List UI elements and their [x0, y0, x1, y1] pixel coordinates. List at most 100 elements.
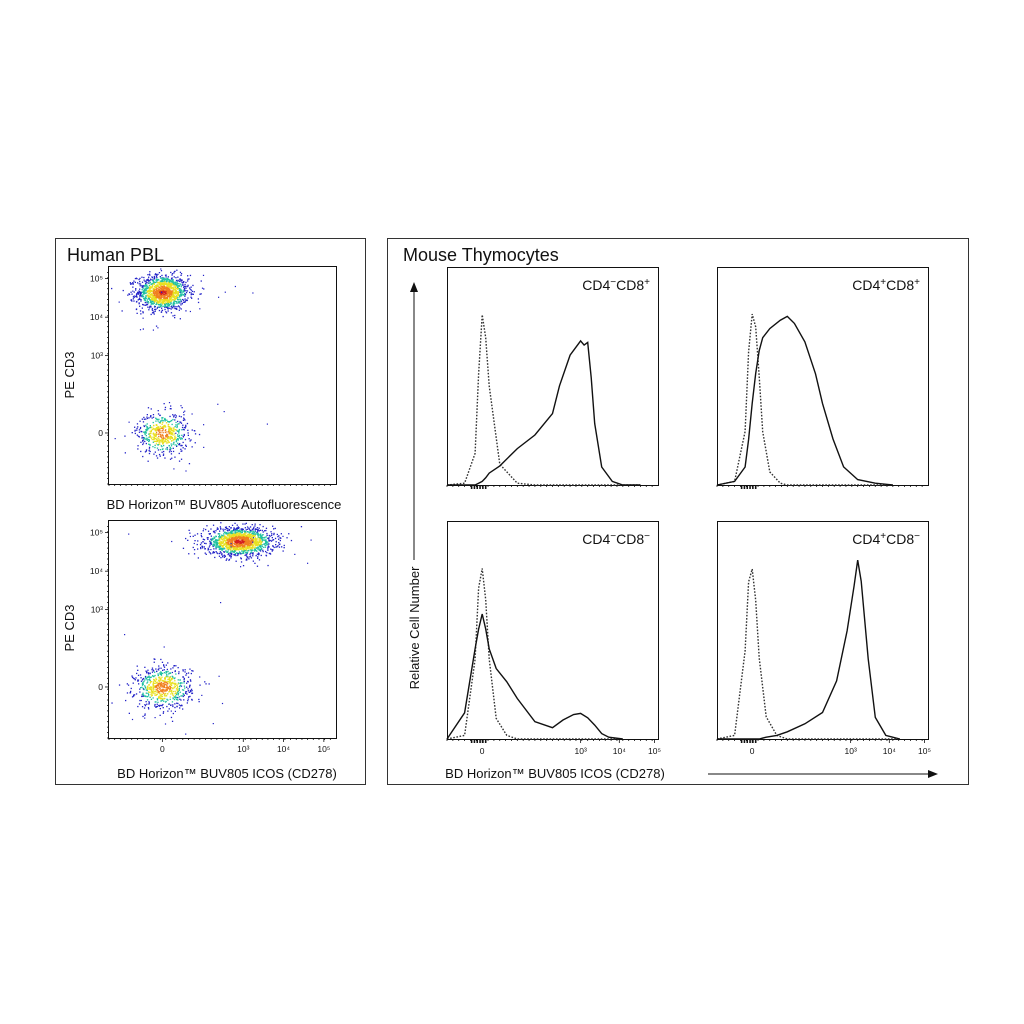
- data-point: [197, 557, 199, 559]
- data-point: [236, 532, 239, 534]
- data-point: [201, 694, 203, 696]
- data-point: [160, 435, 162, 437]
- data-point: [254, 548, 256, 550]
- data-point: [258, 545, 261, 547]
- data-point: [246, 537, 248, 539]
- data-point: [273, 528, 275, 530]
- data-point: [170, 287, 172, 289]
- data-point: [200, 280, 202, 282]
- data-point: [175, 294, 178, 297]
- data-point: [162, 454, 165, 456]
- data-point: [251, 539, 253, 541]
- data-point: [268, 539, 270, 541]
- data-point: [150, 676, 152, 678]
- data-point: [174, 429, 176, 431]
- data-point: [270, 539, 272, 542]
- data-point: [219, 526, 221, 528]
- data-point: [240, 566, 242, 568]
- data-point: [162, 427, 164, 429]
- data-point: [178, 696, 180, 698]
- data-point: [161, 417, 163, 419]
- data-point: [153, 685, 155, 687]
- data-point: [162, 448, 164, 450]
- data-point: [179, 679, 181, 681]
- data-point: [160, 268, 162, 270]
- data-point: [212, 538, 215, 540]
- data-point: [155, 303, 157, 306]
- data-point: [154, 435, 156, 438]
- data-point: [125, 699, 127, 702]
- data-point: [168, 676, 170, 678]
- data-point: [264, 543, 266, 545]
- data-point: [251, 524, 253, 526]
- data-point: [172, 694, 174, 696]
- data-point: [142, 285, 144, 288]
- data-point: [160, 700, 162, 702]
- data-point: [246, 546, 248, 548]
- data-point: [160, 288, 163, 290]
- data-point: [250, 549, 252, 551]
- data-point: [246, 543, 249, 545]
- thy-cd4neg-cd8pos-label: CD4−CD8+: [582, 277, 650, 294]
- data-point: [165, 312, 168, 314]
- data-point: [237, 532, 240, 534]
- data-point: [203, 288, 205, 290]
- data-point: [149, 286, 152, 288]
- data-point: [170, 443, 172, 445]
- data-point: [174, 456, 176, 458]
- data-point: [139, 277, 141, 280]
- data-point: [258, 541, 261, 543]
- data-point: [150, 287, 152, 289]
- data-point: [169, 432, 171, 434]
- data-point: [143, 297, 146, 300]
- data-point: [152, 686, 154, 688]
- data-point: [209, 552, 211, 554]
- data-point: [178, 434, 181, 437]
- data-point: [153, 275, 155, 278]
- data-point: [183, 291, 185, 293]
- data-point: [218, 538, 220, 540]
- data-point: [184, 448, 186, 450]
- data-point: [260, 543, 262, 545]
- data-point: [162, 703, 164, 706]
- data-point: [157, 306, 159, 308]
- data-point: [253, 541, 255, 543]
- data-point: [174, 710, 176, 712]
- data-point: [221, 546, 224, 548]
- data-point: [140, 680, 143, 682]
- data-point: [266, 423, 268, 425]
- data-point: [161, 289, 163, 291]
- data-point: [148, 688, 150, 690]
- data-point: [187, 681, 189, 683]
- data-point: [183, 288, 186, 290]
- data-point: [132, 298, 134, 300]
- data-point: [227, 528, 229, 530]
- data-point: [180, 705, 182, 707]
- data-point: [166, 280, 168, 282]
- data-point: [271, 550, 273, 552]
- data-point: [173, 439, 175, 441]
- data-point: [139, 427, 142, 430]
- data-point: [171, 297, 173, 299]
- data-point: [131, 675, 133, 677]
- data-point: [150, 303, 152, 305]
- data-point: [154, 658, 156, 660]
- data-point: [169, 686, 171, 688]
- data-point: [266, 537, 269, 539]
- data-point: [224, 543, 226, 545]
- data-point: [194, 433, 197, 435]
- data-point: [229, 532, 231, 534]
- data-point: [142, 291, 144, 293]
- data-point: [193, 542, 195, 545]
- data-point: [173, 695, 175, 697]
- data-point: [139, 283, 142, 285]
- data-point: [154, 692, 156, 695]
- data-point: [164, 308, 166, 311]
- data-point: [166, 299, 169, 301]
- data-point: [204, 542, 206, 544]
- data-point: [186, 422, 189, 425]
- data-point: [162, 683, 164, 685]
- data-point: [249, 529, 251, 531]
- data-point: [245, 536, 247, 538]
- data-point: [159, 420, 162, 422]
